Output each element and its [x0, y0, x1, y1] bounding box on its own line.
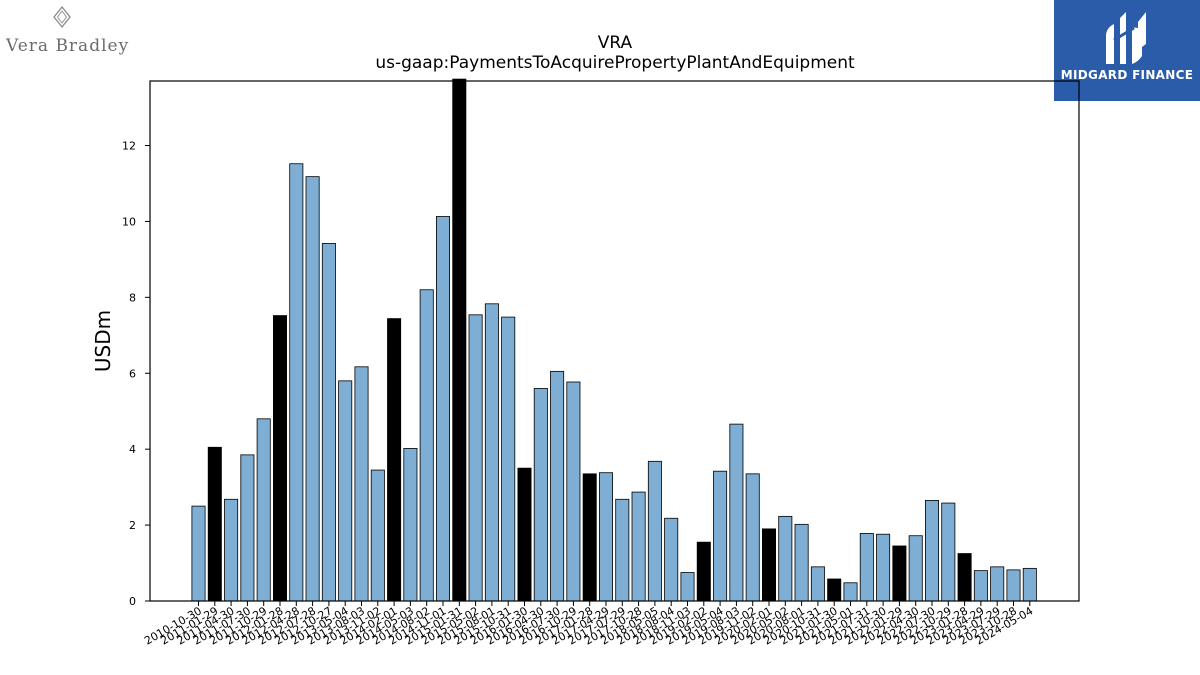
bar-2014-11-01	[435, 216, 450, 602]
bar-2021-10-30	[876, 533, 891, 602]
plot-frame	[149, 80, 1080, 602]
bar-2015-08-01	[484, 303, 499, 602]
bar-2017-01-28	[582, 473, 597, 602]
bar-2014-05-03	[403, 448, 418, 602]
bar-2021-01-30	[827, 578, 842, 602]
bar-2013-11-02	[370, 469, 385, 602]
bar-2012-04-28	[289, 163, 304, 602]
bar-2011-10-29	[256, 418, 271, 602]
bar-2011-07-30	[240, 454, 255, 602]
y-tick-label: 0	[129, 595, 136, 608]
y-tick-label: 12	[122, 140, 136, 153]
bar-2016-07-30	[550, 370, 565, 602]
bar-2015-05-02	[468, 314, 483, 602]
y-axis-label: USDm	[91, 310, 115, 372]
bar-2021-07-31	[859, 533, 874, 602]
bar-2012-01-28	[272, 315, 287, 602]
bar-2023-10-28	[1006, 569, 1021, 602]
bar-2016-10-29	[566, 381, 581, 602]
y-tick-label: 8	[129, 291, 136, 304]
bar-2023-04-29	[973, 570, 988, 602]
bar-2012-10-27	[321, 243, 336, 602]
vera-bradley-wordmark: Vera Bradley	[6, 36, 130, 56]
bar-2022-04-30	[908, 535, 923, 602]
y-tick-label: 6	[129, 367, 136, 380]
y-axis-ticks: 0 2 4 6 8 10 12	[122, 140, 150, 608]
bar-2023-01-28	[957, 553, 972, 602]
bar-2015-10-31	[501, 316, 516, 602]
bar-2015-01-31	[452, 78, 467, 602]
bar-2019-08-03	[729, 423, 744, 602]
chart-subtitle: us-gaap:PaymentsToAcquirePropertyPlantAn…	[375, 53, 855, 73]
midgard-finance-wordmark: MIDGARD FINANCE	[1060, 68, 1194, 82]
bar-2011-04-30	[224, 498, 239, 602]
y-tick-label: 2	[129, 519, 136, 532]
bar-2013-05-04	[338, 380, 353, 602]
bar-2016-01-30	[517, 467, 532, 602]
bar-2013-08-03	[354, 366, 369, 602]
midgard-emblem-icon	[1106, 12, 1146, 65]
bar-2019-11-02	[745, 473, 760, 602]
bar-2018-05-05	[647, 460, 662, 602]
bar-2020-10-31	[810, 566, 825, 602]
bar-2017-10-28	[631, 491, 646, 602]
bar-2020-05-02	[778, 515, 793, 602]
bar-2016-04-30	[533, 388, 548, 602]
x-axis-ticks: 2010-10-302011-01-292011-04-302011-07-30…	[142, 601, 1035, 648]
bar-2024-05-04	[1022, 567, 1037, 602]
y-tick-label: 4	[129, 443, 136, 456]
bar-2022-07-30	[925, 500, 940, 602]
vera-bradley-logo: Vera Bradley	[0, 0, 130, 64]
bar-2023-07-29	[990, 566, 1005, 602]
bar-2022-01-29	[892, 545, 907, 602]
bar-2020-02-01	[762, 528, 777, 602]
bars-group	[191, 78, 1037, 602]
bar-2021-05-01	[843, 582, 858, 602]
bar-2019-05-04	[713, 470, 728, 602]
bar-2022-10-29	[941, 502, 956, 602]
midgard-finance-logo: MIDGARD FINANCE	[1054, 0, 1200, 101]
bar-2012-07-28	[305, 176, 320, 602]
bar-2014-08-02	[419, 289, 434, 602]
bar-2020-08-01	[794, 523, 809, 602]
bar-2011-01-29	[207, 446, 222, 602]
bar-2010-10-30	[191, 505, 206, 602]
bar-2014-02-01	[387, 318, 402, 602]
logo-emblem-icon	[53, 5, 71, 29]
bar-2019-02-02	[696, 541, 711, 602]
bar-2018-08-04	[664, 517, 679, 602]
bar-2017-07-29	[615, 498, 630, 602]
bar-2017-04-29	[599, 472, 614, 602]
bar-2018-11-03	[680, 572, 695, 602]
chart-title: VRA	[598, 33, 633, 53]
y-tick-label: 10	[122, 215, 136, 228]
